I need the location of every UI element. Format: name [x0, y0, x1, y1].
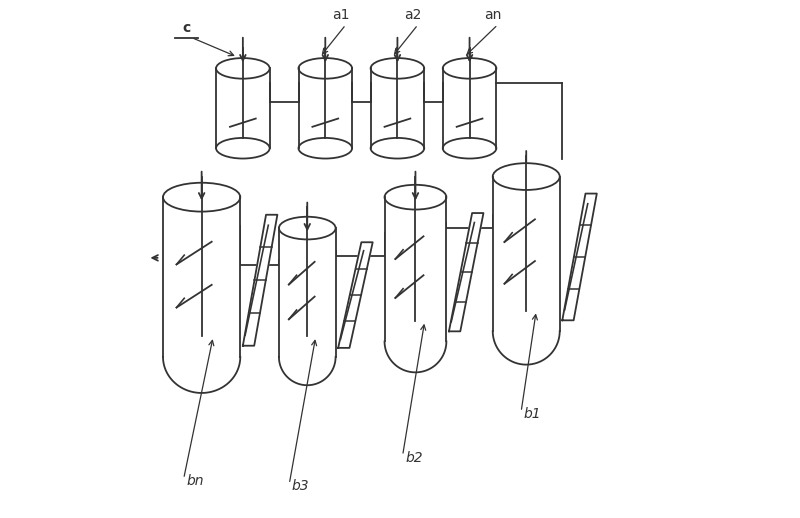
- Polygon shape: [279, 228, 335, 357]
- Polygon shape: [385, 341, 446, 372]
- Polygon shape: [493, 177, 560, 331]
- Text: an: an: [484, 8, 502, 22]
- Polygon shape: [298, 68, 352, 148]
- Text: a1: a1: [332, 8, 350, 22]
- Polygon shape: [562, 194, 597, 320]
- Text: c: c: [182, 21, 190, 35]
- Text: b1: b1: [524, 407, 542, 421]
- Text: bn: bn: [186, 474, 204, 488]
- Ellipse shape: [493, 163, 560, 190]
- Polygon shape: [493, 331, 560, 365]
- Ellipse shape: [385, 185, 446, 210]
- Polygon shape: [216, 68, 270, 148]
- Polygon shape: [338, 242, 373, 348]
- Polygon shape: [163, 357, 240, 393]
- Ellipse shape: [279, 217, 335, 239]
- Polygon shape: [370, 68, 424, 148]
- Text: a2: a2: [404, 8, 422, 22]
- Polygon shape: [449, 213, 483, 332]
- Polygon shape: [243, 215, 278, 346]
- Ellipse shape: [163, 183, 240, 211]
- Polygon shape: [163, 197, 240, 357]
- Polygon shape: [442, 68, 496, 148]
- Polygon shape: [279, 357, 335, 385]
- Text: b3: b3: [292, 480, 310, 494]
- Polygon shape: [385, 197, 446, 341]
- Text: b2: b2: [405, 451, 422, 465]
